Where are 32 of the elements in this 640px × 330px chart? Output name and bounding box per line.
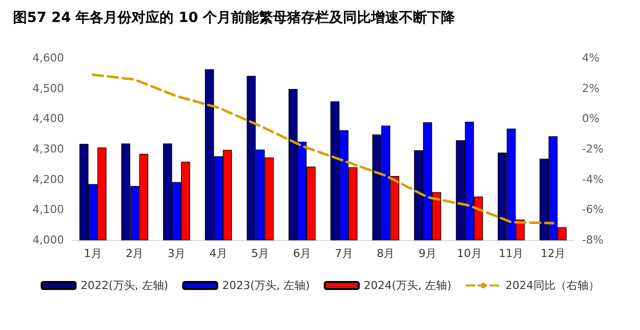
y-tick-label: 4,300	[32, 142, 64, 156]
x-tick-label: 10月	[456, 247, 482, 260]
y-tick-label: 4,200	[32, 172, 64, 186]
y2-tick-label: 2%	[582, 82, 600, 95]
x-tick-label: 11月	[498, 247, 524, 260]
y2-tick-label: 4%	[582, 52, 600, 64]
line-series	[92, 73, 554, 224]
y2-tick-label: 0%	[582, 112, 600, 126]
x-tick-label: 1月	[84, 247, 102, 260]
y2-tick-label: -2%	[582, 142, 604, 156]
y-tick-label: 4,100	[32, 203, 64, 216]
x-tick-label: 12月	[540, 247, 566, 260]
x-tick-label: 6月	[293, 247, 312, 260]
y-tick-label: 4,400	[32, 112, 64, 126]
x-tick-label: 5月	[251, 247, 270, 260]
x-tick-label: 7月	[334, 247, 353, 260]
legend-label: 2024同比（右轴）	[505, 279, 600, 292]
x-tick-label: 8月	[376, 247, 395, 260]
legend-label: 2023(万头, 左轴)	[222, 279, 310, 292]
y2-tick-label: -6%	[582, 203, 604, 216]
y2-tick-label: -4%	[582, 172, 604, 186]
y-tick-label: 4,000	[32, 234, 64, 246]
y2-tick-label: -8%	[582, 234, 604, 246]
legend-label: 2024(万头, 左轴)	[364, 279, 452, 292]
y-tick-label: 4,600	[32, 52, 64, 64]
legend-label: 2022(万头, 左轴)	[80, 279, 168, 292]
chart-title: 图57 24 年各月份对应的 10 个月前能繁母猪存栏及同比增速不断下降	[13, 9, 456, 26]
x-tick-label: 4月	[209, 247, 228, 260]
y-tick-label: 4,500	[32, 82, 64, 95]
x-tick-label: 3月	[168, 247, 186, 260]
x-tick-label: 2月	[126, 247, 144, 260]
x-tick-label: 9月	[418, 247, 437, 260]
